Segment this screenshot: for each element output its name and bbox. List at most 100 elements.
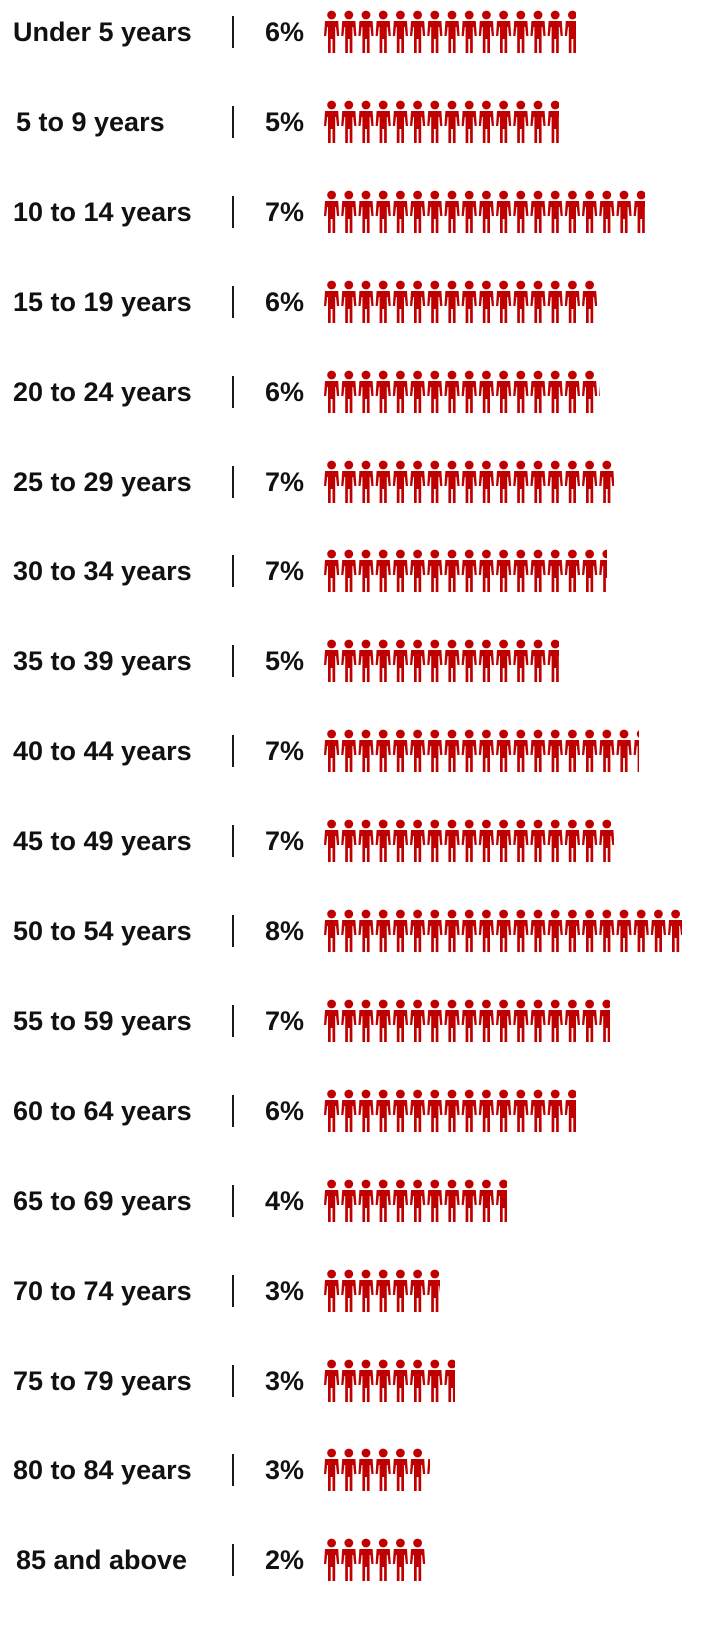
person-icon bbox=[427, 999, 443, 1042]
person-icon bbox=[616, 729, 632, 773]
person-icon bbox=[564, 190, 580, 233]
person-icon bbox=[341, 10, 357, 53]
person-icon bbox=[358, 370, 374, 413]
person-icon bbox=[496, 1089, 512, 1132]
person-icon bbox=[547, 819, 563, 863]
person-icon bbox=[375, 639, 391, 683]
person-icon bbox=[324, 280, 340, 323]
person-icon bbox=[582, 819, 598, 863]
person-icon bbox=[564, 460, 580, 503]
age-group-row: 35 to 39 years 5% bbox=[0, 631, 707, 691]
person-icon bbox=[427, 909, 443, 952]
age-group-label: 85 and above bbox=[16, 1545, 188, 1576]
person-icon bbox=[599, 549, 607, 593]
person-icon bbox=[341, 1089, 357, 1132]
person-icon-bar bbox=[323, 819, 614, 863]
person-icon bbox=[375, 549, 391, 593]
person-icon-bar bbox=[323, 1538, 426, 1582]
person-icon bbox=[427, 729, 443, 773]
person-icon bbox=[478, 190, 494, 233]
person-icon bbox=[427, 100, 443, 143]
age-group-label: 30 to 34 years bbox=[13, 556, 192, 587]
person-icon bbox=[478, 1089, 494, 1132]
person-icon bbox=[324, 1448, 340, 1492]
person-icon bbox=[530, 10, 546, 53]
age-group-label: 20 to 24 years bbox=[13, 376, 192, 407]
age-group-row: 75 to 79 years 3% bbox=[0, 1351, 707, 1411]
person-icon bbox=[461, 190, 477, 233]
age-group-label: 55 to 59 years bbox=[13, 1005, 192, 1036]
person-icon bbox=[478, 10, 494, 53]
person-icon-bar bbox=[323, 280, 598, 324]
person-icon bbox=[410, 549, 426, 593]
person-icon bbox=[358, 100, 374, 143]
age-group-label: 45 to 49 years bbox=[13, 826, 192, 857]
person-icon bbox=[427, 1089, 443, 1132]
age-group-row: 25 to 29 years 7% bbox=[0, 452, 707, 512]
age-group-label: 75 to 79 years bbox=[13, 1365, 192, 1396]
percentage-label: 5% bbox=[265, 106, 305, 137]
person-icon bbox=[564, 280, 580, 323]
person-icons bbox=[324, 10, 576, 53]
person-icon bbox=[375, 819, 391, 863]
person-icon bbox=[496, 1179, 508, 1222]
person-icon bbox=[375, 10, 391, 53]
person-icon bbox=[461, 280, 477, 323]
separator-bar bbox=[232, 735, 234, 768]
person-icon bbox=[358, 1359, 374, 1402]
person-icon bbox=[410, 729, 426, 773]
person-icon bbox=[478, 909, 494, 952]
person-icon bbox=[341, 1359, 357, 1402]
person-icon bbox=[392, 460, 408, 503]
person-icon bbox=[530, 909, 546, 952]
person-icon bbox=[513, 370, 529, 413]
person-icon bbox=[410, 370, 426, 413]
person-icon bbox=[478, 999, 494, 1042]
separator-bar bbox=[232, 1094, 234, 1127]
person-icon bbox=[513, 460, 529, 503]
person-icon bbox=[496, 999, 512, 1042]
person-icon bbox=[392, 909, 408, 952]
person-icon bbox=[410, 909, 426, 952]
person-icon bbox=[564, 1089, 576, 1132]
person-icon bbox=[392, 1359, 408, 1402]
person-icon bbox=[358, 1089, 374, 1132]
percentage-label: 4% bbox=[265, 1185, 305, 1216]
percentage-label: 7% bbox=[265, 736, 305, 767]
person-icons bbox=[324, 370, 600, 413]
person-icon bbox=[513, 909, 529, 952]
person-icon bbox=[547, 639, 559, 683]
person-icon bbox=[427, 190, 443, 233]
person-icon bbox=[358, 909, 374, 952]
person-icon bbox=[478, 460, 494, 503]
person-icon bbox=[547, 10, 563, 53]
person-icon bbox=[375, 1179, 391, 1222]
percentage-label: 3% bbox=[265, 1455, 305, 1486]
person-icon bbox=[375, 1269, 391, 1312]
person-icon bbox=[444, 1179, 460, 1222]
person-icon bbox=[616, 909, 632, 952]
person-icon bbox=[444, 999, 460, 1042]
person-icon bbox=[461, 10, 477, 53]
person-icon bbox=[341, 460, 357, 503]
person-icon bbox=[341, 1179, 357, 1222]
person-icon bbox=[392, 729, 408, 773]
separator-bar bbox=[232, 555, 234, 588]
percentage-label: 6% bbox=[265, 286, 305, 317]
person-icons bbox=[324, 1448, 430, 1492]
person-icon bbox=[375, 280, 391, 323]
person-icon bbox=[410, 819, 426, 863]
person-icon bbox=[530, 549, 546, 593]
separator-bar bbox=[232, 1364, 234, 1397]
person-icon bbox=[410, 100, 426, 143]
age-group-row: Under 5 years 6% bbox=[0, 2, 707, 62]
person-icon bbox=[444, 549, 460, 593]
person-icon bbox=[392, 280, 408, 323]
person-icon bbox=[375, 370, 391, 413]
person-icon bbox=[324, 819, 340, 863]
person-icon bbox=[478, 1179, 494, 1222]
person-icon bbox=[616, 190, 632, 233]
person-icon bbox=[582, 370, 598, 413]
person-icon bbox=[496, 729, 512, 773]
person-icon bbox=[375, 999, 391, 1042]
